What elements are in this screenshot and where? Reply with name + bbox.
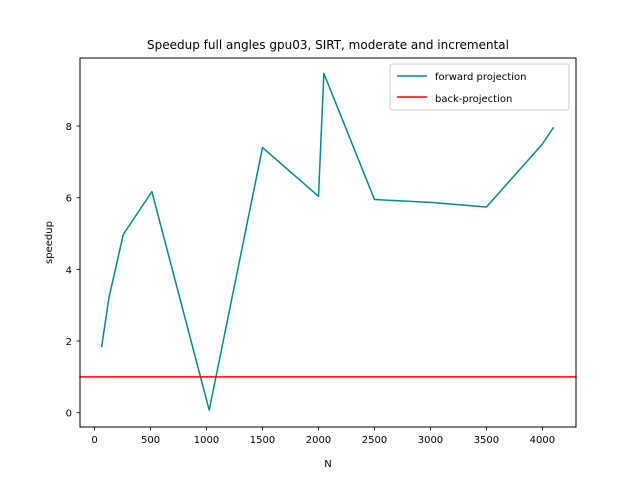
y-tick-label: 0: [66, 409, 72, 420]
y-axis-ticks: 0 2 4 6 8: [66, 122, 80, 420]
series-line-forward-projection: [100, 72, 555, 411]
x-tick-label: 4000: [530, 435, 555, 446]
legend-box: [389, 63, 570, 111]
y-tick-label: 8: [66, 122, 72, 133]
x-axis-label: N: [324, 459, 331, 470]
y-tick-label: 4: [66, 265, 72, 276]
x-tick-label: 2500: [362, 435, 387, 446]
chart-title: Speedup full angles gpu03, SIRT, moderat…: [147, 38, 509, 52]
x-tick-label: 2000: [306, 435, 331, 446]
y-axis-label: speedup: [44, 221, 55, 264]
legend-label-forward-projection: forward projection: [435, 72, 526, 83]
plot-area: [80, 58, 576, 427]
x-tick-label: 3000: [418, 435, 443, 446]
x-tick-label: 0: [91, 435, 97, 446]
legend: forward projection back-projection: [389, 63, 570, 111]
plot-frame: [79, 57, 577, 428]
plot-background: [80, 58, 576, 427]
y-tick-label: 2: [66, 337, 72, 348]
x-axis-ticks: 0 500 1000 1500 2000 2500 3000 3500 4000: [91, 427, 555, 446]
series-layer: [79, 72, 577, 411]
legend-label-back-projection: back-projection: [435, 94, 512, 105]
x-tick-label: 1000: [194, 435, 219, 446]
x-tick-label: 1500: [250, 435, 275, 446]
x-tick-label: 500: [141, 435, 160, 446]
y-tick-label: 6: [66, 194, 72, 205]
x-tick-label: 3500: [474, 435, 499, 446]
